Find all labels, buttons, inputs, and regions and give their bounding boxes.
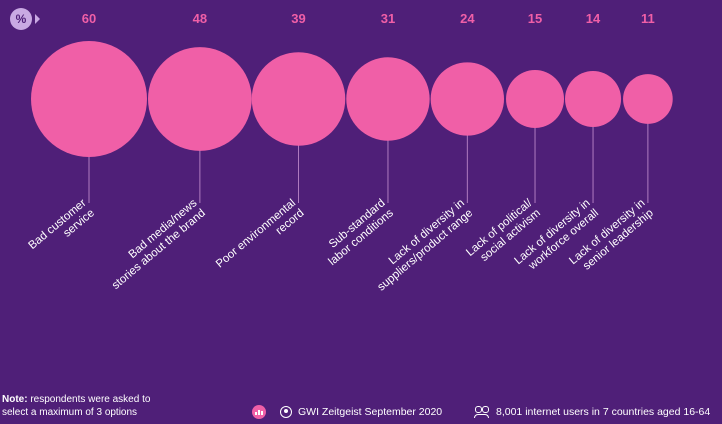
unit-badge: % [10,8,32,30]
footer-chart-icon-wrap [252,405,266,419]
sample-text: 8,001 internet users in 7 countries aged… [496,406,711,418]
bubble [148,47,252,151]
value-label: 60 [82,11,96,26]
value-label: 39 [291,11,305,26]
unit-label: % [15,12,27,26]
bar-chart-icon[interactable] [252,405,266,419]
gwi-logo-icon [280,406,292,418]
note: Note: respondents were asked to select a… [2,393,150,419]
bubble [31,41,147,157]
note-label: Note: [2,394,28,405]
bubble [251,52,346,146]
bubble [346,57,430,141]
users-icon [474,405,490,419]
note-line1: respondents were asked to [27,394,151,405]
bubble [623,74,673,124]
bubble [506,70,565,128]
bubble [430,62,505,136]
note-line2: select a maximum of 3 options [2,407,138,418]
value-label: 48 [193,11,207,26]
value-label: 24 [460,11,475,26]
bubble [565,70,622,128]
unit-arrow-icon [35,14,40,24]
category-label-line: stories about the brand [110,207,208,292]
source-text: GWI Zeitgeist September 2020 [298,406,443,418]
footer-sample: 8,001 internet users in 7 countries aged… [474,405,710,419]
value-label: 14 [586,11,601,26]
value-label: 11 [641,11,655,26]
value-label: 15 [528,11,542,26]
footer-source: GWI Zeitgeist September 2020 [280,405,442,419]
value-label: 31 [381,11,395,26]
